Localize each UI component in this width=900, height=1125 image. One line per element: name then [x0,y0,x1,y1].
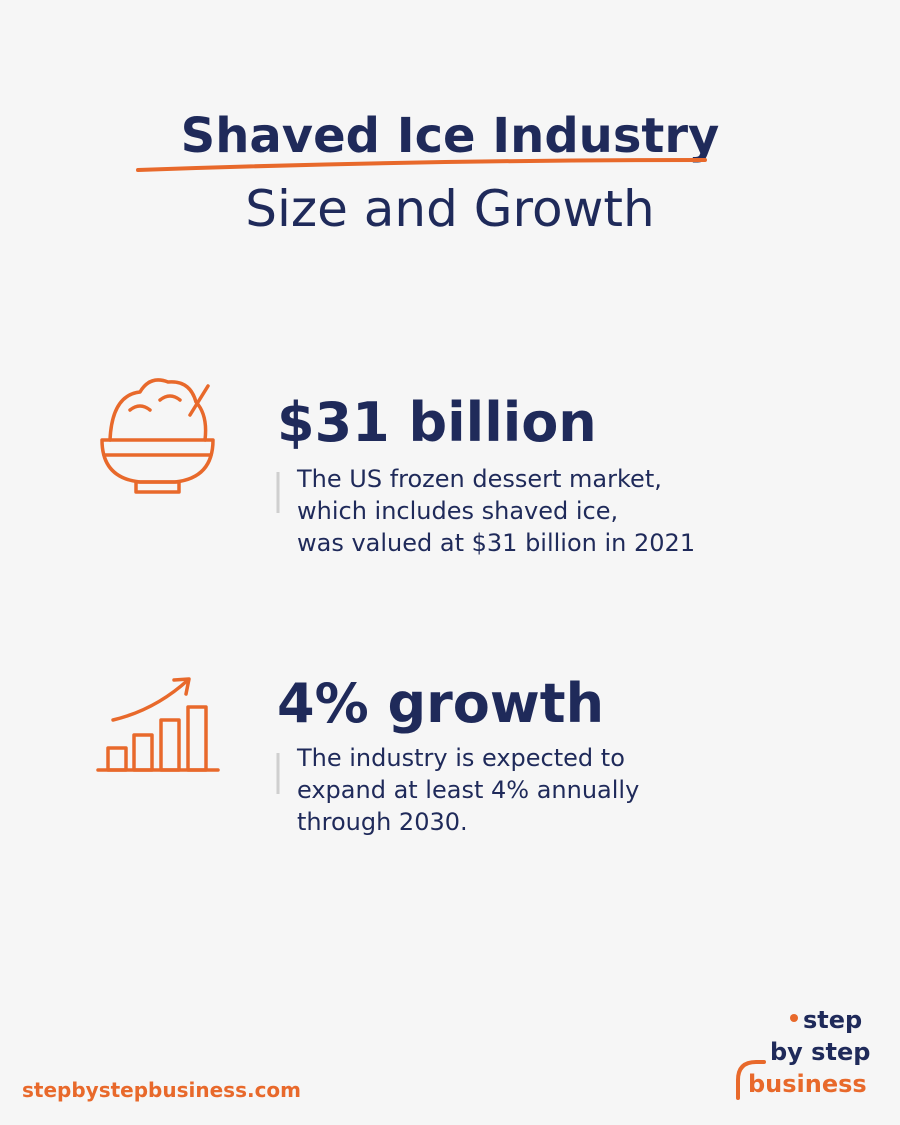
subtitle: Size and Growth [245,180,654,238]
stat-line: expand at least 4% annually [297,776,639,804]
stat-line: was valued at $31 billion in 2021 [297,529,695,557]
stat-headline: 4% growth [277,672,604,735]
stat-line: The US frozen dessert market, [296,465,662,493]
growth-icon [96,677,220,772]
logo-text: business [748,1070,867,1098]
bowl-icon [100,378,215,494]
logo-text: by step [770,1038,870,1066]
stat-headline: $31 billion [277,391,597,454]
logo-dot [790,1014,798,1022]
stat-line: which includes shaved ice, [297,497,618,525]
logo-text: step [803,1006,862,1034]
title: Shaved Ice Industry [181,108,720,164]
title-underline [136,158,707,172]
logo: step by step business [736,1006,870,1100]
footer-url: stepbystepbusiness.com [22,1078,301,1102]
stat-line: The industry is expected to [296,744,625,772]
stat-line: through 2030. [297,808,468,836]
logo-arch [736,1060,766,1100]
